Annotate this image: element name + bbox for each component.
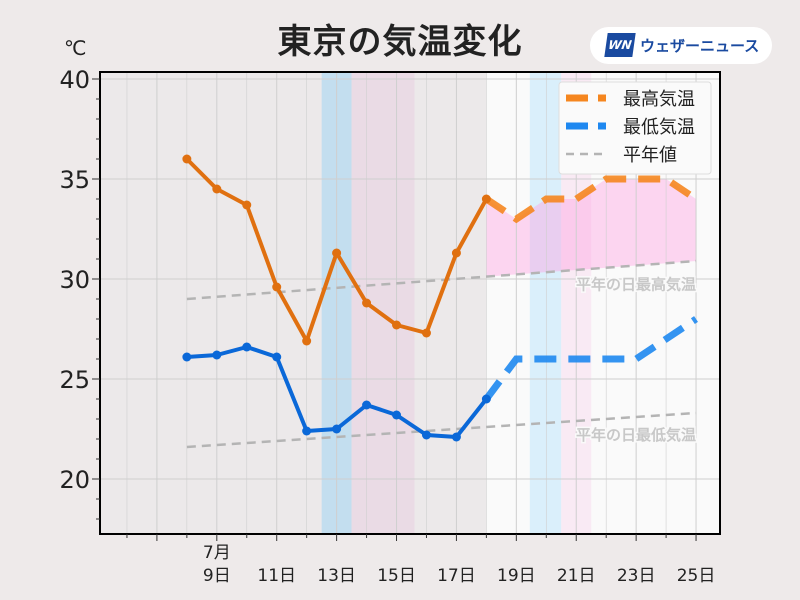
x-tick-label: 13日 <box>317 566 356 586</box>
legend-label: 平年値 <box>623 145 677 166</box>
normal-low-annotation: 平年の日最低気温 <box>576 426 696 444</box>
weathernews-logo: WN ウェザーニュース <box>590 27 772 64</box>
low-data-point <box>362 400 372 410</box>
low-data-point <box>302 426 312 436</box>
low-data-point <box>481 394 491 404</box>
y-axis-unit: ℃ <box>64 36 87 60</box>
low-data-point <box>451 432 461 442</box>
legend-label: 最低気温 <box>623 117 695 138</box>
low-data-point <box>421 430 431 440</box>
x-tick-label: 21日 <box>557 566 596 586</box>
low-data-point <box>332 424 342 434</box>
high-data-point <box>481 194 491 204</box>
legend-label: 最高気温 <box>623 89 695 110</box>
shaded-band <box>529 72 562 534</box>
x-tick-label: 11日 <box>257 566 296 586</box>
logo-text: ウェザーニュース <box>640 37 760 55</box>
high-data-point <box>421 328 431 338</box>
low-data-point <box>272 352 282 362</box>
x-tick-label: 25日 <box>677 566 716 586</box>
low-forecast-line <box>483 316 698 402</box>
y-tick-label: 35 <box>59 166 90 194</box>
y-tick-label: 20 <box>59 466 90 494</box>
low-data-point <box>182 352 192 362</box>
x-tick-label: 17日 <box>437 566 476 586</box>
x-tick-month: 7月 <box>203 543 231 563</box>
plot-frame <box>99 71 721 535</box>
normal-high-annotation: 平年の日最高気温 <box>576 275 696 293</box>
normal-low-line <box>186 411 697 449</box>
high-data-point <box>182 154 192 164</box>
x-tick-label: 23日 <box>617 566 656 586</box>
low-data-point <box>392 410 402 420</box>
high-data-point <box>332 248 342 258</box>
y-tick-label: 25 <box>59 366 90 394</box>
normal-high-line <box>186 259 697 301</box>
y-tick-label: 40 <box>59 66 90 94</box>
high-data-point <box>212 184 222 194</box>
high-data-point <box>451 248 461 258</box>
x-tick-label: 15日 <box>377 566 416 586</box>
low-data-point <box>212 350 222 360</box>
shaded-band <box>351 72 415 534</box>
x-tick-label: 9日 <box>203 566 231 586</box>
y-tick-label: 30 <box>59 266 90 294</box>
low-data-point <box>242 342 252 352</box>
high-data-point <box>392 320 402 330</box>
x-tick-label: 19日 <box>497 566 536 586</box>
high-forecast-line <box>484 175 698 224</box>
high-data-point <box>272 282 282 292</box>
high-data-point <box>242 200 252 210</box>
high-data-point <box>302 336 312 346</box>
legend-box <box>558 81 712 175</box>
chart-title: 東京の気温変化 <box>277 22 523 62</box>
above-normal-fill <box>486 179 697 277</box>
high-data-point <box>362 298 372 308</box>
